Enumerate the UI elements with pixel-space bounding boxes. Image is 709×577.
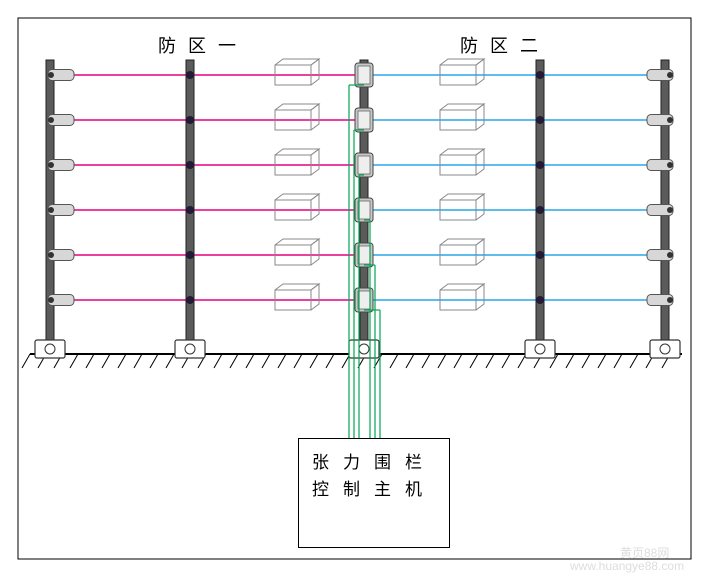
controller-box: 张力围栏 控制主机	[298, 438, 450, 548]
zone2-label: 防区二	[460, 32, 550, 58]
zone1-label: 防区一	[158, 32, 248, 58]
controller-line1: 张力围栏	[299, 449, 449, 476]
watermark-line2: www.huangye88.com	[570, 559, 684, 573]
diagram-canvas: 防区一 防区二 张力围栏 控制主机 黄页88网 www.huangye88.co…	[0, 0, 709, 577]
controller-line2: 控制主机	[299, 476, 449, 503]
